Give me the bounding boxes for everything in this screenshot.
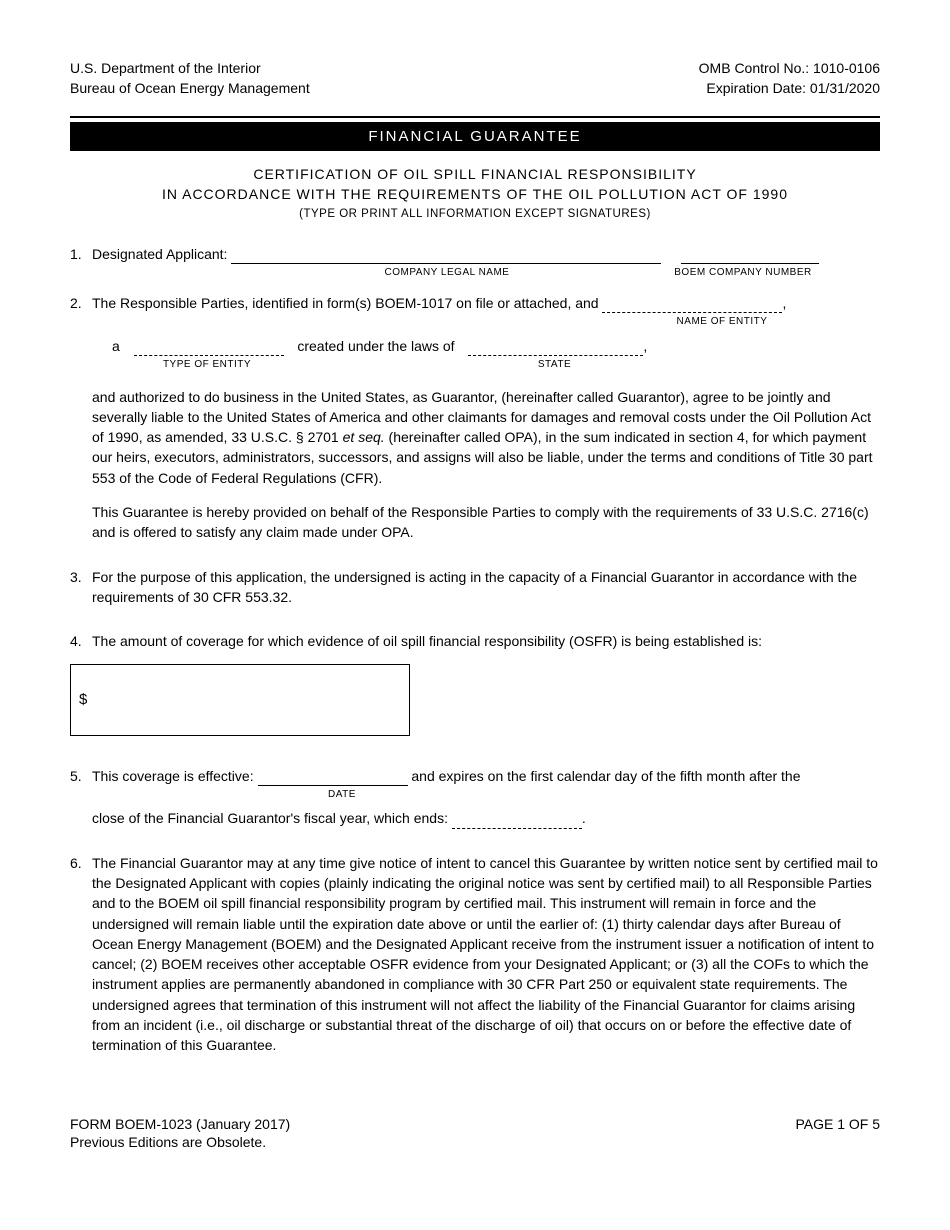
state-field[interactable] xyxy=(468,341,643,356)
title-rule xyxy=(70,116,880,118)
subtitle-line1: CERTIFICATION OF OIL SPILL FINANCIAL RES… xyxy=(70,165,880,185)
exp-block: Expiration Date: 01/31/2020 xyxy=(706,80,880,96)
caption-boem-number: BOEM COMPANY NUMBER xyxy=(674,266,812,281)
form-id: FORM BOEM-1023 (January 2017) xyxy=(70,1116,290,1132)
item-3: 3. For the purpose of this application, … xyxy=(70,567,880,608)
boem-company-number-field[interactable] xyxy=(681,247,819,264)
effective-date-field[interactable] xyxy=(258,769,408,786)
item5-text-a: This coverage is effective: xyxy=(92,768,254,784)
item-number: 5. xyxy=(70,766,92,786)
item-1: 1. Designated Applicant: COMPANY LEGAL N… xyxy=(70,244,880,281)
page-number: PAGE 1 OF 5 xyxy=(795,1116,880,1132)
subtitle-note: (TYPE OR PRINT ALL INFORMATION EXCEPT SI… xyxy=(70,208,880,220)
item-4: 4. The amount of coverage for which evid… xyxy=(70,631,880,735)
item-2: 2. The Responsible Parties, identified i… xyxy=(70,293,880,543)
exp-label: Expiration Date: xyxy=(706,80,806,96)
item4-text: The amount of coverage for which evidenc… xyxy=(92,631,880,651)
amount-box[interactable]: $ xyxy=(70,664,410,736)
caption-state: STATE xyxy=(467,358,642,373)
item1-label: Designated Applicant: xyxy=(92,246,227,262)
omb-number: 1010-0106 xyxy=(813,60,880,76)
item2-text-a: The Responsible Parties, identified in f… xyxy=(92,295,599,311)
item2-text-b1: a xyxy=(112,338,120,354)
bureau-name: Bureau of Ocean Energy Management xyxy=(70,80,310,96)
item-number: 2. xyxy=(70,293,92,313)
item-number: 3. xyxy=(70,567,92,587)
footer-note: Previous Editions are Obsolete. xyxy=(70,1134,880,1150)
amount-symbol: $ xyxy=(79,689,87,711)
footer: FORM BOEM-1023 (January 2017) PAGE 1 OF … xyxy=(70,1116,880,1132)
item-number: 4. xyxy=(70,631,92,651)
name-of-entity-field[interactable] xyxy=(602,298,782,313)
item2-para1: and authorized to do business in the Uni… xyxy=(92,387,880,488)
caption-name-entity: NAME OF ENTITY xyxy=(632,315,812,330)
fiscal-year-end-field[interactable] xyxy=(452,814,582,829)
omb-label: OMB Control No.: xyxy=(699,60,809,76)
title-banner: FINANCIAL GUARANTEE xyxy=(70,122,880,151)
item3-text: For the purpose of this application, the… xyxy=(92,567,880,608)
item-6: 6. The Financial Guarantor may at any ti… xyxy=(70,853,880,1056)
caption-type-entity: TYPE OF ENTITY xyxy=(132,358,282,373)
header-row-1: U.S. Department of the Interior OMB Cont… xyxy=(70,60,880,76)
item-number: 1. xyxy=(70,244,92,264)
dept-name: U.S. Department of the Interior xyxy=(70,60,261,76)
company-legal-name-field[interactable] xyxy=(231,247,661,264)
caption-date: DATE xyxy=(267,788,417,803)
omb-block: OMB Control No.: 1010-0106 xyxy=(699,60,880,76)
subtitle-line2: IN ACCORDANCE WITH THE REQUIREMENTS OF T… xyxy=(70,185,880,205)
exp-date: 01/31/2020 xyxy=(810,80,880,96)
item2-para2: This Guarantee is hereby provided on beh… xyxy=(92,502,880,543)
item-5: 5. This coverage is effective: and expir… xyxy=(70,766,880,829)
type-of-entity-field[interactable] xyxy=(134,341,284,356)
header-row-2: Bureau of Ocean Energy Management Expira… xyxy=(70,80,880,96)
caption-company-legal: COMPANY LEGAL NAME xyxy=(232,266,662,281)
page-container: U.S. Department of the Interior OMB Cont… xyxy=(0,0,950,1190)
item2-text-b2: created under the laws of xyxy=(297,338,454,354)
subtitle: CERTIFICATION OF OIL SPILL FINANCIAL RES… xyxy=(70,165,880,204)
item5-text-c: close of the Financial Guarantor's fisca… xyxy=(92,810,448,826)
item-number: 6. xyxy=(70,853,92,873)
item6-text: The Financial Guarantor may at any time … xyxy=(92,853,880,1056)
item5-text-b: and expires on the first calendar day of… xyxy=(411,768,800,784)
